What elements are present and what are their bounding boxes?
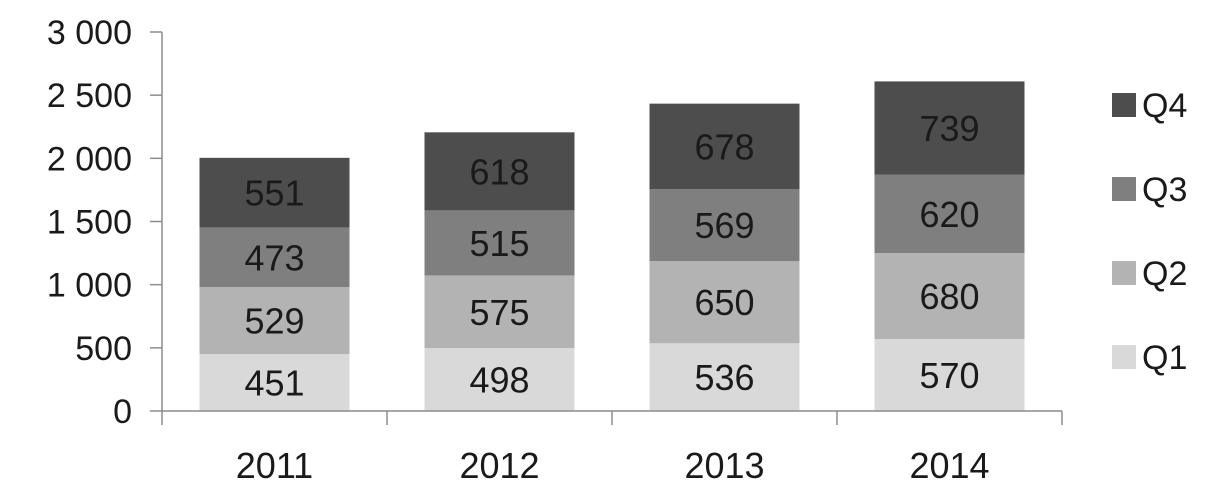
bar-segment-q3-2013 xyxy=(649,189,800,262)
x-category-label: 2011 xyxy=(236,445,313,485)
data-label-q4-2014: 739 xyxy=(919,108,979,149)
y-tick-label: 1 500 xyxy=(47,204,132,242)
data-label-q3-2011: 473 xyxy=(244,237,304,278)
bar-segment-q2-2014 xyxy=(874,253,1025,339)
x-category-label: 2014 xyxy=(909,445,989,485)
legend-swatch-q4 xyxy=(1112,93,1136,117)
data-label-q1-2012: 498 xyxy=(469,360,529,401)
y-tick-label: 2 000 xyxy=(47,140,132,178)
axes-group: 0 500 1 000 1 500 2 000 2 500 3 000 2011 2012 201… xyxy=(47,14,1063,485)
legend-swatch-q3 xyxy=(1112,177,1136,201)
legend-swatch-q2 xyxy=(1112,261,1136,285)
bar-segment-q1-2012 xyxy=(424,348,575,411)
y-tick-label: 0 xyxy=(113,393,132,431)
data-label-q2-2012: 575 xyxy=(469,292,529,333)
data-label-q1-2013: 536 xyxy=(694,357,754,398)
bar-segment-q1-2011 xyxy=(199,354,350,411)
data-label-q2-2011: 529 xyxy=(244,301,304,342)
y-tick-label: 3 000 xyxy=(47,14,132,52)
data-label-q3-2012: 515 xyxy=(469,223,529,264)
data-label-q4-2013: 678 xyxy=(694,126,754,167)
data-label-q2-2014: 680 xyxy=(919,276,979,317)
data-label-q1-2014: 570 xyxy=(919,355,979,396)
bar-segment-q2-2012 xyxy=(424,275,575,349)
y-tick-label: 500 xyxy=(75,330,132,368)
x-category-label: 2013 xyxy=(684,445,764,485)
bars-group xyxy=(199,81,1025,411)
legend: Q4 Q3 Q2 Q1 xyxy=(1112,87,1187,377)
data-label-q1-2011: 451 xyxy=(244,363,304,404)
bar-segment-q4-2014 xyxy=(874,81,1025,175)
legend-swatch-q1 xyxy=(1112,345,1136,369)
bar-segment-q4-2011 xyxy=(199,157,350,228)
bar-segment-q3-2012 xyxy=(424,210,575,276)
x-category-label: 2012 xyxy=(459,445,539,485)
data-label-q4-2011: 551 xyxy=(244,173,304,214)
y-tick-label: 1 000 xyxy=(47,267,132,305)
bar-segment-q3-2011 xyxy=(199,227,350,288)
legend-label-q3: Q3 xyxy=(1142,171,1187,209)
bar-segment-q3-2014 xyxy=(874,174,1025,254)
data-label-q4-2012: 618 xyxy=(469,151,529,192)
bar-segment-q1-2014 xyxy=(874,338,1025,411)
data-labels-group: 451 529 473 551 498 575 515 618 536 650 569 678 570 6… xyxy=(244,108,979,403)
data-label-q3-2014: 620 xyxy=(919,194,979,235)
bar-segment-q4-2012 xyxy=(424,132,575,211)
legend-label-q2: Q2 xyxy=(1142,255,1187,293)
y-tick-label: 2 500 xyxy=(47,77,132,115)
data-label-q3-2013: 569 xyxy=(694,205,754,246)
legend-label-q4: Q4 xyxy=(1142,87,1187,125)
bar-segment-q2-2013 xyxy=(649,261,800,344)
legend-label-q1: Q1 xyxy=(1142,339,1187,377)
bar-segment-q4-2013 xyxy=(649,103,800,190)
bar-segment-q2-2011 xyxy=(199,287,350,355)
data-label-q2-2013: 650 xyxy=(694,282,754,323)
bar-segment-q1-2013 xyxy=(649,343,800,411)
